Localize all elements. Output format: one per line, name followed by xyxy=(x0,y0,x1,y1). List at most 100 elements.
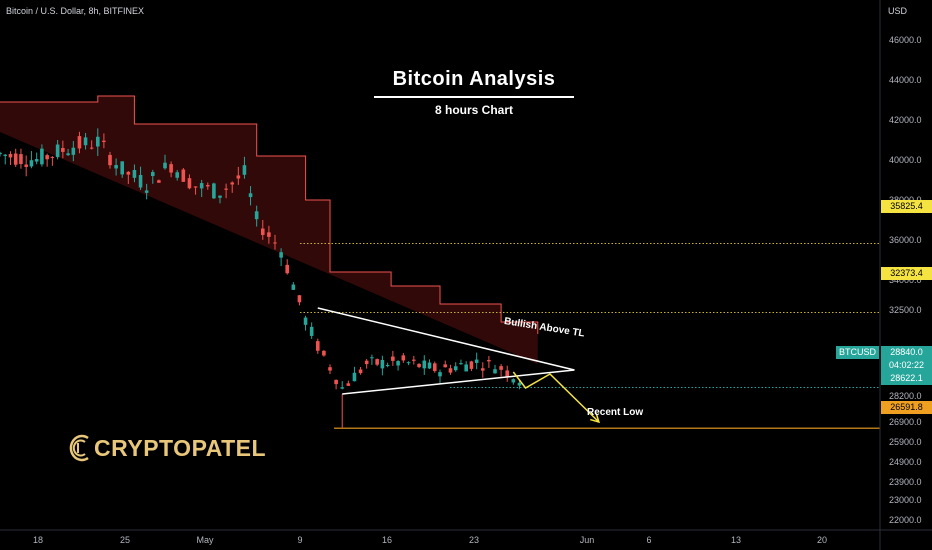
candle xyxy=(150,169,155,184)
level-tag-1: 35825.4 xyxy=(881,200,932,213)
candle xyxy=(396,360,400,371)
candle-body xyxy=(3,154,8,156)
candle-body xyxy=(61,147,65,152)
candle xyxy=(334,379,338,390)
candle xyxy=(212,182,216,199)
candle xyxy=(83,132,88,150)
candle-body xyxy=(464,364,468,372)
candle-body xyxy=(443,364,448,368)
price-tick-label: 44000.0 xyxy=(889,75,922,85)
series-label-tag: BTCUSD xyxy=(836,346,880,359)
candle-body xyxy=(380,359,385,369)
time-tick-label: Jun xyxy=(580,535,595,545)
level-tag-2: 32373.4 xyxy=(881,267,932,280)
time-tick-label: 16 xyxy=(382,535,392,545)
price-tick-label: 26900.0 xyxy=(889,417,922,427)
candle-body xyxy=(422,360,427,369)
candle-body xyxy=(401,355,406,361)
level-tag-3: 28622.1 xyxy=(881,372,932,385)
candle-body xyxy=(236,175,241,179)
resistance-line xyxy=(0,95,539,334)
candle xyxy=(469,360,474,372)
candle-body xyxy=(358,369,363,374)
candle-body xyxy=(102,140,106,142)
candle-body xyxy=(267,232,271,237)
candle xyxy=(385,362,390,368)
time-tick-label: May xyxy=(196,535,214,545)
projection-arrowhead xyxy=(590,413,601,424)
candle-body xyxy=(132,170,137,178)
candle xyxy=(181,167,186,182)
candle xyxy=(443,360,448,368)
candle xyxy=(108,151,112,169)
candle-body xyxy=(448,368,453,373)
candle xyxy=(95,128,100,157)
candle xyxy=(187,174,192,190)
candle-body xyxy=(34,159,39,162)
price-tick-label: 32500.0 xyxy=(889,305,922,315)
candle xyxy=(340,381,345,390)
candle xyxy=(24,155,28,177)
candle-body xyxy=(83,137,88,146)
candle-body xyxy=(396,361,400,366)
candle-body xyxy=(375,359,379,365)
candle-body xyxy=(285,264,290,274)
triangle-pattern xyxy=(317,307,575,395)
candle-body xyxy=(108,154,112,166)
candle-body xyxy=(24,164,28,167)
candle-body xyxy=(499,366,503,370)
price-tick-label: 46000.0 xyxy=(889,35,922,45)
candle-body xyxy=(224,188,228,190)
candle xyxy=(61,140,65,159)
recent-low-annotation: Recent Low xyxy=(587,407,644,418)
candles xyxy=(0,128,522,429)
candle-body xyxy=(0,152,2,155)
projection-line xyxy=(512,371,600,423)
candle xyxy=(285,259,290,275)
candle-body xyxy=(157,180,161,183)
candle xyxy=(126,171,131,184)
candle-body xyxy=(340,387,345,389)
candle-body xyxy=(212,183,216,199)
candle-body xyxy=(150,172,155,176)
candle xyxy=(346,380,351,387)
last-price-tag: 28840.0 xyxy=(881,346,932,359)
candle xyxy=(267,225,271,244)
candle-body xyxy=(230,182,235,185)
candle xyxy=(40,144,44,167)
candle-body xyxy=(391,356,395,361)
candle xyxy=(71,141,76,162)
candle-body xyxy=(169,164,173,173)
candle xyxy=(453,362,458,372)
candle-body xyxy=(66,153,70,156)
candle xyxy=(163,154,167,170)
candle-body xyxy=(315,341,320,351)
price-tick-label: 36000.0 xyxy=(889,235,922,245)
price-tick-label: 23000.0 xyxy=(889,495,922,505)
candle xyxy=(169,161,173,178)
price-tick-label: 24900.0 xyxy=(889,457,922,467)
candle-body xyxy=(55,144,60,158)
logo-icon xyxy=(69,434,89,462)
candle xyxy=(19,148,23,169)
price-tick-label: 42000.0 xyxy=(889,115,922,125)
candle-body xyxy=(291,284,296,290)
candle-body xyxy=(334,379,338,385)
candle-body xyxy=(144,190,149,193)
candle-body xyxy=(370,357,374,359)
candle xyxy=(480,362,485,378)
candle-body xyxy=(193,186,198,188)
candle xyxy=(45,153,49,167)
candle xyxy=(406,361,411,366)
candle-body xyxy=(432,363,437,372)
candle-body xyxy=(120,161,125,175)
candle-body xyxy=(218,195,222,198)
candle xyxy=(193,186,198,195)
candle-body xyxy=(163,162,167,169)
candle xyxy=(8,151,13,165)
candle-body xyxy=(385,364,390,367)
candle xyxy=(77,131,82,154)
candle-body xyxy=(187,178,192,189)
candle xyxy=(352,366,357,382)
candle xyxy=(380,355,385,376)
